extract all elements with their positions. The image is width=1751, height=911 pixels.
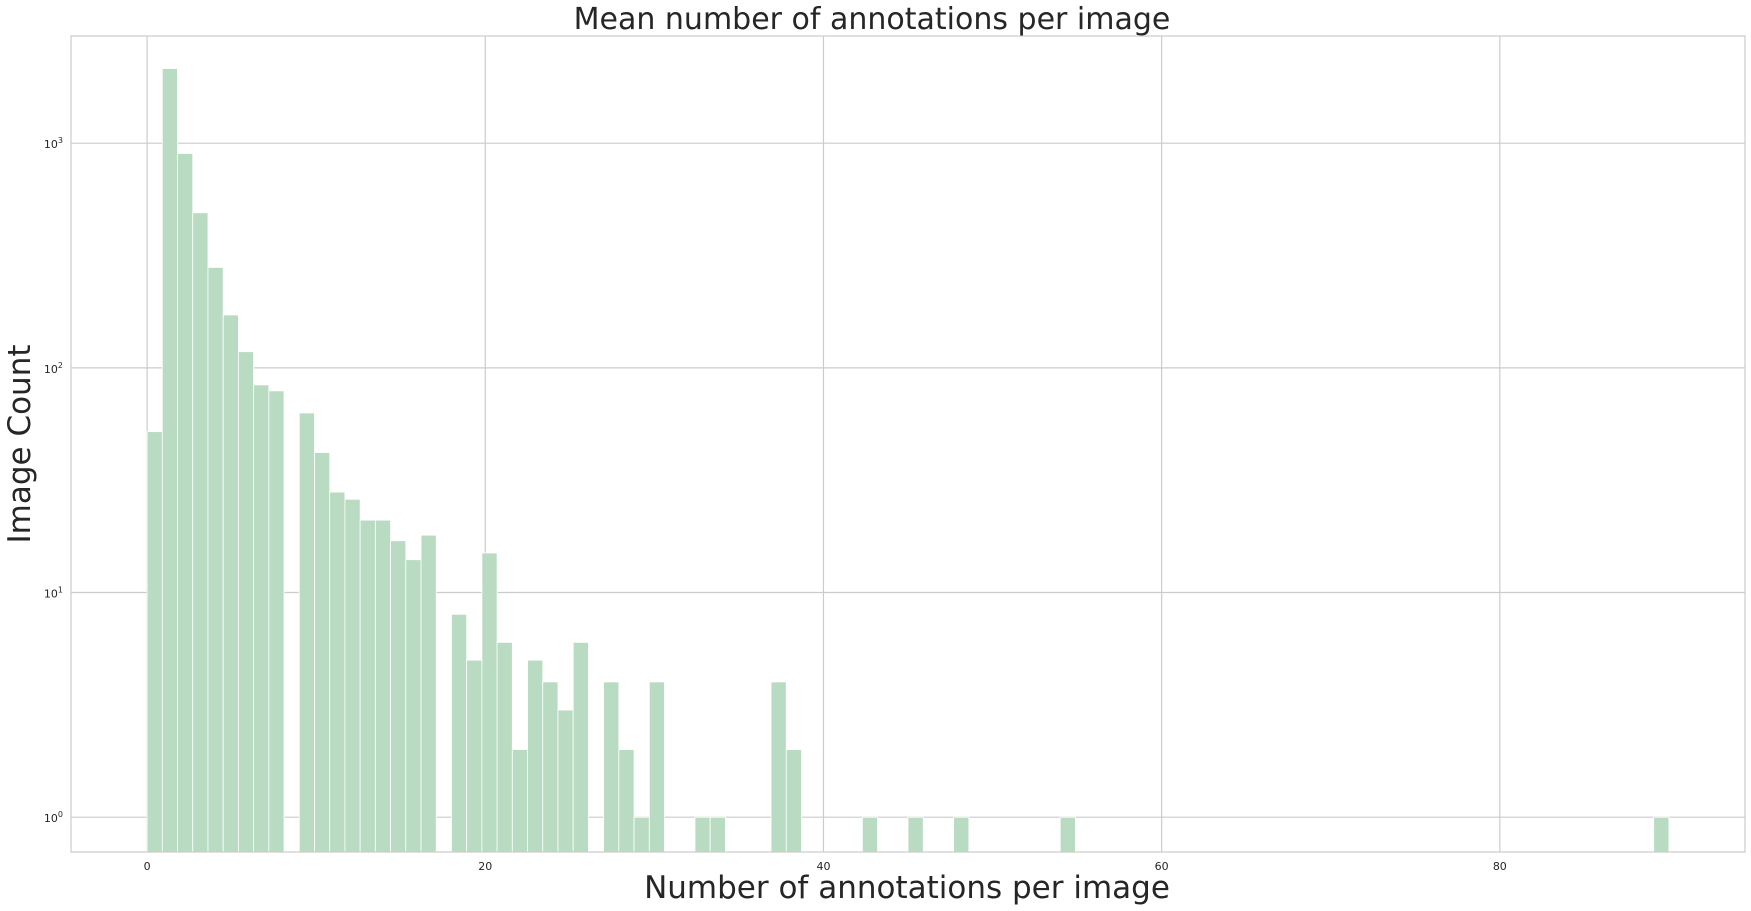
histogram-bar — [633, 816, 650, 853]
y-tick-label: 100 — [44, 810, 63, 825]
histogram-bar — [390, 540, 407, 853]
y-tick-labels: 100 101 102 103 — [44, 136, 63, 825]
y-tick-label: 103 — [44, 136, 63, 151]
histogram-bar — [603, 681, 620, 853]
histogram-bar — [298, 412, 315, 853]
histogram-bar — [451, 613, 468, 853]
histogram-bar — [785, 749, 802, 853]
histogram-bars — [146, 68, 1670, 853]
histogram-bar — [420, 534, 437, 853]
plot-frame — [70, 35, 1746, 853]
histogram-bar — [466, 659, 483, 853]
y-tick-label: 101 — [44, 586, 63, 601]
histogram-bar — [207, 266, 224, 853]
histogram-bar — [177, 153, 194, 853]
y-axis-label: Image Count — [2, 344, 38, 543]
histogram-bar — [329, 491, 346, 853]
histogram-bar — [953, 816, 970, 853]
x-axis-label: Number of annotations per image — [644, 870, 1170, 906]
x-tick-label: 60 — [1155, 860, 1169, 873]
histogram-bar — [648, 681, 665, 853]
histogram-bar — [405, 559, 422, 853]
histogram-bar — [344, 498, 361, 853]
histogram-bar — [146, 431, 163, 853]
histogram-bar — [527, 659, 544, 853]
histogram-bar — [253, 384, 270, 853]
histogram-bar — [694, 816, 711, 853]
histogram-bar — [907, 816, 924, 853]
x-tick-label: 0 — [144, 860, 151, 873]
histogram-bar — [374, 519, 391, 853]
histogram-bar — [1653, 816, 1670, 853]
y-tick-label: 102 — [44, 361, 63, 376]
histogram-bar — [192, 212, 209, 853]
chart-title: Mean number of annotations per image — [574, 2, 1171, 37]
histogram-bar — [861, 816, 878, 853]
histogram-bar — [709, 816, 726, 853]
histogram-bar — [314, 452, 331, 853]
histogram-bar — [268, 390, 285, 853]
histogram-bar — [770, 681, 787, 853]
x-tick-label: 40 — [816, 860, 830, 873]
histogram-bar — [618, 749, 635, 853]
histogram-bar — [572, 641, 589, 853]
x-tick-labels: 0 20 40 60 80 — [144, 860, 1507, 873]
histogram-bar — [1059, 816, 1076, 853]
histogram-bar — [481, 552, 498, 853]
histogram-bar — [511, 749, 528, 853]
histogram-bar — [557, 709, 574, 853]
histogram-bar — [161, 68, 178, 853]
histogram-bar — [237, 351, 255, 853]
histogram-bar — [359, 519, 376, 853]
histogram-bar — [542, 681, 559, 853]
x-tick-label: 80 — [1493, 860, 1507, 873]
histogram-bar — [496, 641, 513, 853]
x-tick-label: 20 — [478, 860, 492, 873]
histogram-bar — [222, 314, 239, 853]
